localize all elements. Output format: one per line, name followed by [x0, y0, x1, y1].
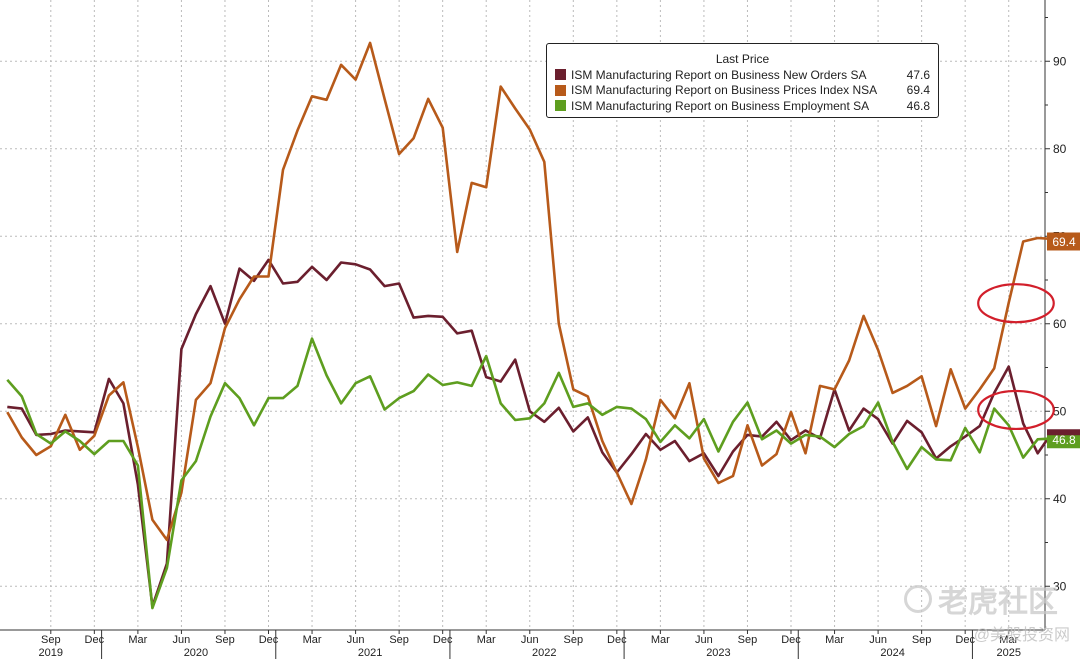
y-tick-label: 50 — [1053, 404, 1067, 418]
x-year-label: 2022 — [532, 647, 556, 659]
x-month-label: Jun — [695, 634, 713, 646]
highlight-circle — [977, 283, 1055, 324]
x-month-label: Jun — [347, 634, 365, 646]
x-month-label: Mar — [303, 634, 322, 646]
axis-badge-label: 46.8 — [1052, 433, 1076, 447]
legend-title: Last Price — [715, 52, 770, 66]
axis-marker-new-orders — [1047, 429, 1080, 436]
x-month-label: Jun — [521, 634, 539, 646]
legend-entry-employment: ISM Manufacturing Report on Business Emp… — [547, 98, 938, 114]
legend-value-new-orders: 47.6 — [906, 67, 930, 82]
x-axis: Sep Dec Mar Jun Sep Dec Mar Jun Sep Dec Mar Jun Sep D… — [0, 629, 1045, 659]
x-month-label: Sep — [912, 634, 932, 646]
legend-swatch-employment — [555, 100, 566, 112]
x-year-label: 2020 — [184, 647, 208, 659]
watermark-text: 老虎社区 — [938, 586, 1058, 619]
legend: Last Price ISM Manufacturing Report on B… — [546, 43, 939, 118]
legend-swatch-new-orders — [555, 69, 566, 81]
legend-label-employment: ISM Manufacturing Report on Business Emp… — [571, 98, 870, 113]
series-line-new-orders — [7, 258, 1067, 608]
y-tick-label: 80 — [1053, 142, 1067, 156]
y-tick-label: 60 — [1053, 317, 1067, 331]
x-month-label: Sep — [738, 634, 758, 646]
axis-badge-label: 69.4 — [1052, 235, 1076, 249]
watermark-logo-icon — [904, 585, 932, 613]
legend-swatch-prices — [555, 84, 566, 96]
x-month-label: Jun — [869, 634, 887, 646]
y-tick-label: 30 — [1053, 579, 1067, 593]
y-tick-label: 90 — [1053, 54, 1067, 68]
y-tick-label: 40 — [1053, 492, 1067, 506]
highlight-circle — [977, 389, 1055, 431]
legend-value-employment: 46.8 — [906, 98, 930, 113]
x-month-label: Sep — [41, 634, 61, 646]
highlight-circles — [977, 283, 1055, 431]
legend-entry-prices: ISM Manufacturing Report on Business Pri… — [547, 83, 938, 99]
x-month-label: Mar — [477, 634, 496, 646]
x-month-label: Mar — [999, 634, 1018, 646]
x-year-label: 2019 — [39, 647, 63, 659]
x-year-label: 2025 — [996, 647, 1020, 659]
x-month-label: Mar — [825, 634, 844, 646]
x-year-label: 2023 — [706, 647, 730, 659]
x-month-label: Mar — [128, 634, 147, 646]
x-month-label: Dec — [433, 634, 453, 646]
x-month-label: Jun — [173, 634, 191, 646]
x-month-label: Mar — [651, 634, 670, 646]
x-month-label: Sep — [215, 634, 235, 646]
x-month-label: Sep — [564, 634, 584, 646]
watermark: 老虎社区 — [904, 577, 1058, 621]
x-month-label: Dec — [607, 634, 627, 646]
y-axis: 30405060708090 — [1044, 0, 1067, 630]
axis-badge — [1047, 232, 1080, 251]
legend-label-prices: ISM Manufacturing Report on Business Pri… — [571, 83, 878, 98]
legend-entry-new-orders: ISM Manufacturing Report on Business New… — [547, 67, 938, 83]
x-month-label: Dec — [781, 634, 801, 646]
axis-badges: 69.4 46.8 — [1047, 232, 1080, 449]
legend-value-prices: 69.4 — [906, 83, 930, 98]
x-month-label: Dec — [955, 634, 975, 646]
x-year-label: 2024 — [880, 647, 904, 659]
watermark-subtext: @美股投资网 — [973, 627, 1070, 644]
series-lines — [6, 41, 1068, 610]
x-month-label: Dec — [85, 634, 105, 646]
x-month-label: Sep — [389, 634, 409, 646]
series-line-employment — [6, 337, 1067, 610]
x-year-label: 2021 — [358, 647, 382, 659]
legend-label-new-orders: ISM Manufacturing Report on Business New… — [571, 67, 867, 82]
x-month-label: Dec — [259, 634, 279, 646]
